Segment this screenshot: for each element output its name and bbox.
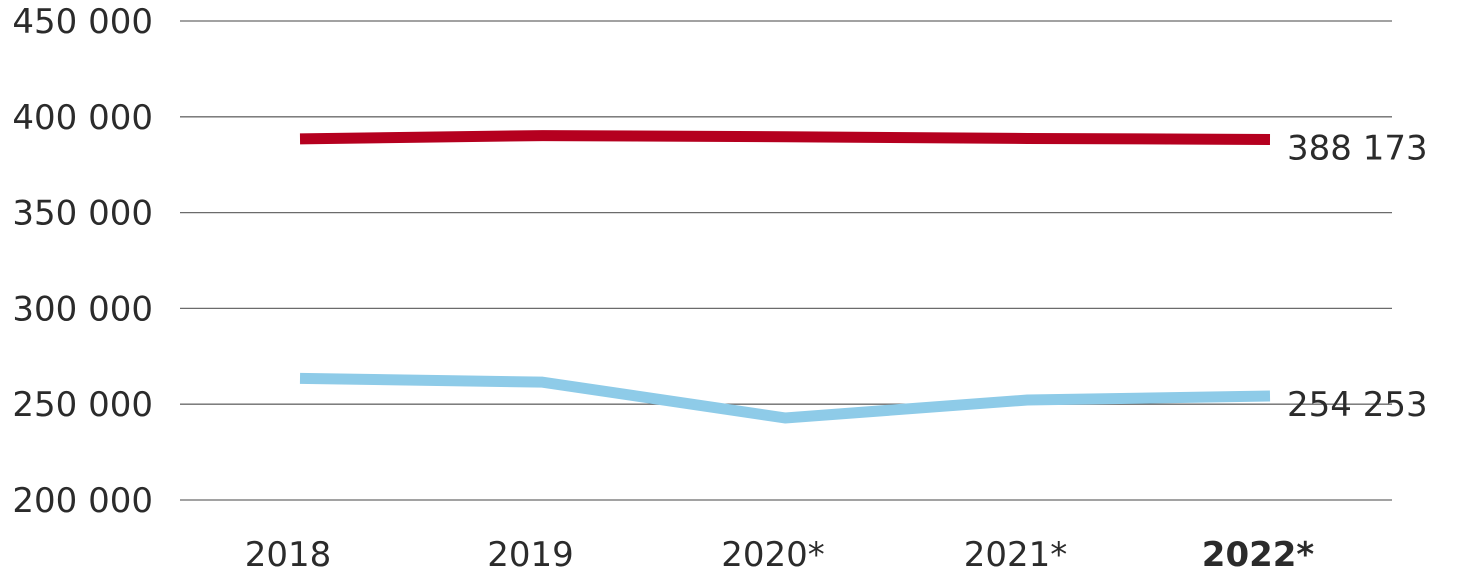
x-tick-label: 2021* [964,535,1068,573]
x-tick-label: 2018 [245,535,332,573]
series-lines [299,130,1271,424]
y-tick-label: 400 000 [12,98,153,138]
y-tick-label: 250 000 [12,385,153,425]
y-tick-label: 200 000 [12,481,153,521]
series-line-2 [299,372,1271,424]
x-axis-tick-labels: 2018 2019 2020* 2021* 2022* [245,535,1315,573]
y-tick-label: 450 000 [12,2,153,42]
x-tick-label: 2019 [487,535,574,573]
gridlines [180,20,1392,501]
series-line-1 [299,130,1271,145]
y-axis-tick-labels: 200 000 250 000 300 000 350 000 400 000 450 0… [12,2,153,521]
x-tick-label: 2022* [1202,535,1315,573]
x-tick-label: 2020* [721,535,825,573]
y-tick-label: 300 000 [12,289,153,329]
y-tick-label: 350 000 [12,194,153,234]
series-end-labels: 388 173 254 253 [1287,128,1428,425]
series-end-label: 254 253 [1287,385,1428,425]
series-end-label: 388 173 [1287,128,1428,168]
